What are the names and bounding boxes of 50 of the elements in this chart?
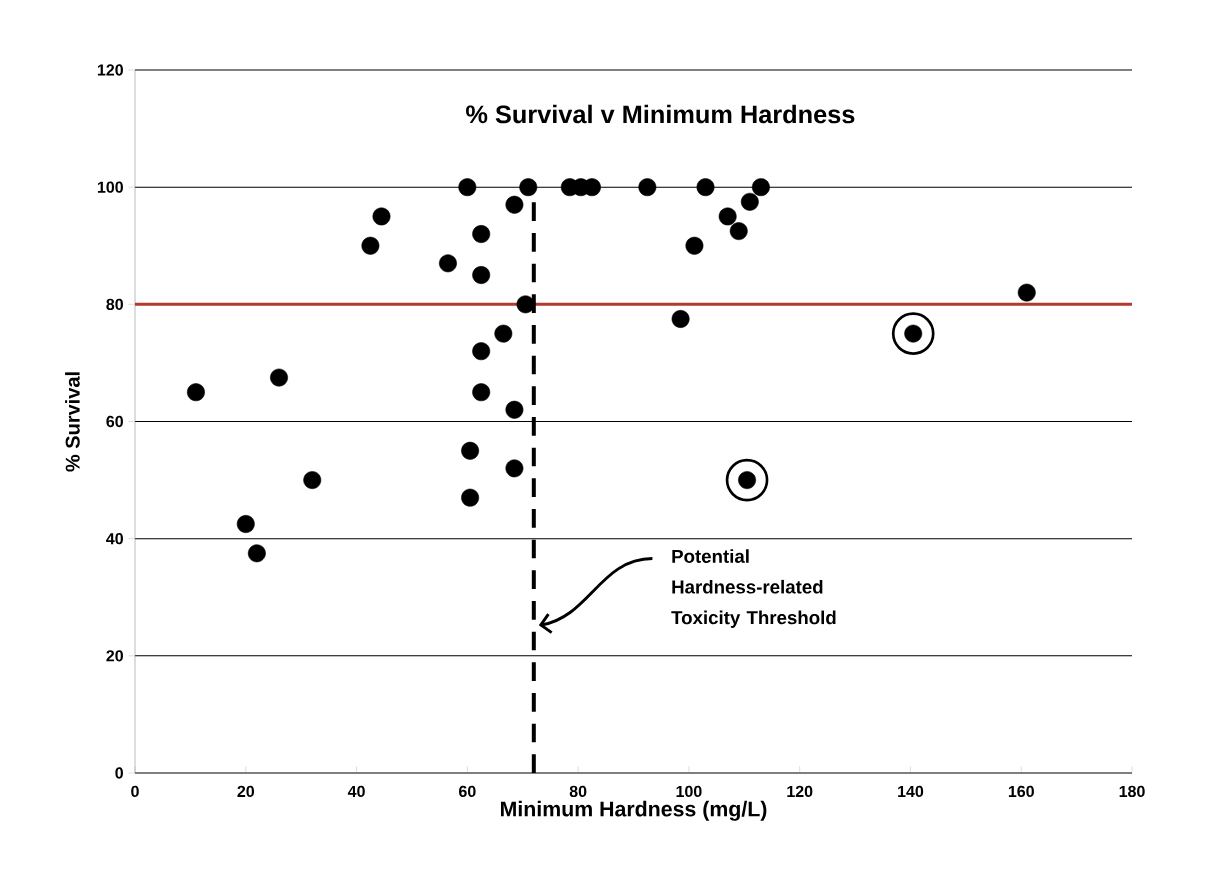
- point: [1017, 283, 1036, 302]
- point: [361, 236, 380, 255]
- point: [472, 342, 491, 361]
- y-tick-label: 20: [106, 650, 123, 662]
- x-tick-label: 20: [237, 785, 255, 798]
- x-tick-label: 100: [676, 785, 702, 798]
- y-tick-label: 40: [106, 533, 123, 545]
- point: [718, 207, 737, 226]
- x-tick-label: 0: [131, 785, 139, 798]
- y-tick-label: 120: [97, 64, 123, 76]
- point: [696, 178, 715, 197]
- x-tick-label: 120: [787, 785, 813, 798]
- y-axis-title: % Survival: [65, 372, 80, 472]
- y-tick-label: 60: [106, 415, 123, 428]
- point: [372, 207, 391, 226]
- point: [729, 222, 748, 241]
- point: [519, 178, 538, 197]
- x-tick-label: 80: [569, 785, 587, 798]
- point: [439, 254, 457, 273]
- x-tick-label: 40: [347, 785, 365, 798]
- x-tick-label: 60: [459, 785, 476, 798]
- point: [472, 266, 491, 284]
- point: [472, 225, 491, 243]
- point: [505, 459, 524, 478]
- point: [751, 178, 770, 197]
- x-tick-label: 160: [1008, 785, 1034, 798]
- y-tick-label: 0: [115, 767, 123, 779]
- y-tick-label: 80: [106, 298, 123, 310]
- point: [740, 192, 759, 211]
- point: [685, 236, 704, 255]
- x-axis-title: Minimum Hardness (mg/L): [500, 800, 767, 821]
- point: [494, 324, 513, 343]
- x-tick-label: 140: [898, 785, 924, 798]
- annotation: Potential Hardness-related Toxicity Threshold: [671, 549, 836, 628]
- point: [671, 310, 690, 328]
- point: [236, 515, 255, 533]
- point: [458, 178, 477, 197]
- point: [186, 383, 205, 402]
- point: [472, 383, 491, 402]
- y-tick-label: 100: [97, 181, 123, 193]
- point: [461, 488, 480, 507]
- text: % Survival v Minimum Hardness: [466, 104, 855, 124]
- point: [505, 400, 524, 419]
- point: [247, 544, 266, 563]
- x-tick-label: 180: [1119, 785, 1145, 798]
- point: [303, 471, 322, 490]
- point: [270, 368, 288, 387]
- point: [505, 195, 524, 214]
- point: [638, 178, 657, 197]
- point: [461, 441, 480, 460]
